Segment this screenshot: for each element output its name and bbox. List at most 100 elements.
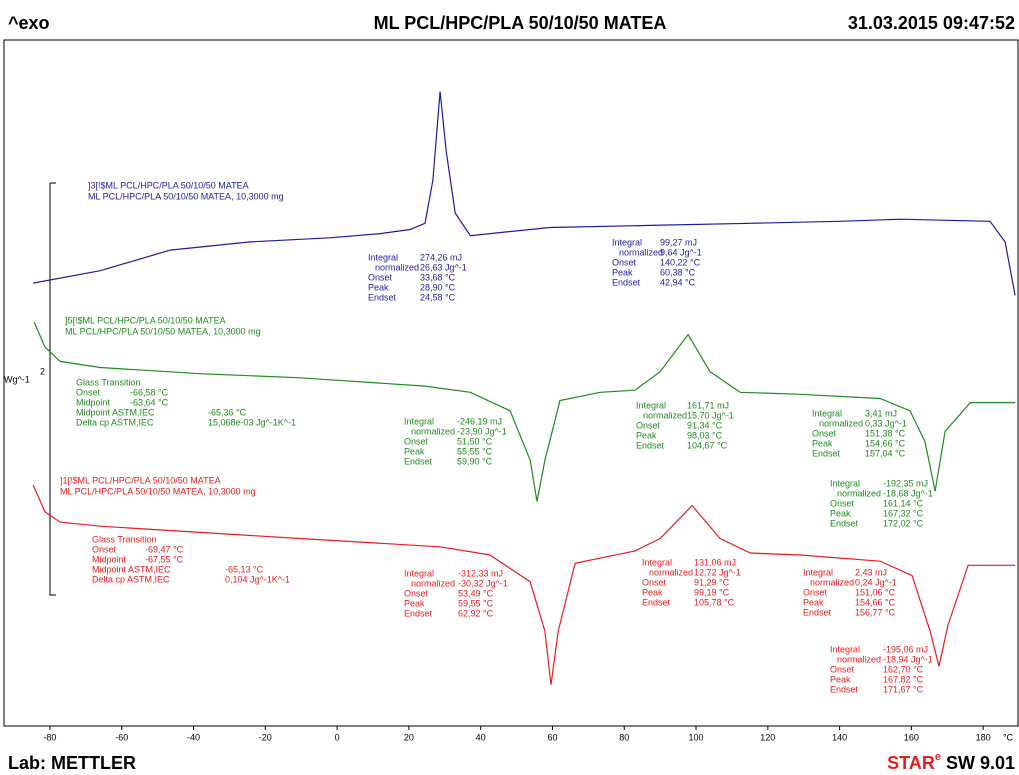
annotation-value: 154,66 °C — [865, 438, 906, 448]
annotation-value: 51,50 °C — [457, 436, 493, 446]
x-unit: °C — [1003, 732, 1014, 742]
annotation-value: 91,29 °C — [694, 577, 730, 587]
annotation-value: 0,24 Jg^-1 — [855, 577, 897, 587]
x-tick-label: -60 — [115, 732, 128, 742]
annotation-value: 42,94 °C — [660, 277, 696, 287]
annotation-value: -67,55 °C — [145, 554, 184, 564]
x-tick-label: -80 — [43, 732, 56, 742]
annotation-value: 151,06 °C — [855, 587, 896, 597]
annotation-label: Peak — [642, 587, 663, 597]
annotation-label: Endset — [404, 608, 433, 618]
scale-bar-label: 2 — [40, 366, 45, 376]
annotation-label: Onset — [404, 436, 429, 446]
x-tick-label: 0 — [335, 732, 340, 742]
x-tick-label: 80 — [619, 732, 629, 742]
annotation-value: -192,35 mJ — [883, 478, 928, 488]
annotation-value: 274,26 mJ — [420, 252, 462, 262]
annotation-value: -312,33 mJ — [458, 568, 503, 578]
annotation-label: Endset — [368, 292, 397, 302]
annotation-label: Integral — [642, 557, 672, 567]
annotation-label: Integral — [368, 252, 398, 262]
software-rest: SW 9.01 — [946, 753, 1015, 773]
x-tick-label: 60 — [547, 732, 557, 742]
annotation-label: Onset — [612, 257, 637, 267]
annotation-label: Onset — [803, 587, 828, 597]
lab-label: Lab: METTLER — [8, 753, 136, 773]
annotation-value: -63,64 °C — [130, 397, 169, 407]
annotation-value: 2,43 mJ — [855, 567, 887, 577]
annotation-value: 157,04 °C — [865, 448, 906, 458]
annotation-label: Integral — [830, 644, 860, 654]
annotation-label: Endset — [642, 597, 671, 607]
curve-name: ]3[!$ML PCL/HPC/PLA 50/10/50 MATEA — [88, 180, 249, 190]
annotation-label: Peak — [612, 267, 633, 277]
annotation-value: 0,104 Jg^-1K^-1 — [225, 574, 290, 584]
annotation-label: Onset — [812, 428, 837, 438]
annotation-label: Endset — [830, 684, 859, 694]
annotation-value: 24,58 °C — [420, 292, 456, 302]
annotation-label: Delta cp ASTM,IEC — [92, 574, 170, 584]
annotation-value: 55,55 °C — [457, 446, 493, 456]
annotation-value: 59,90 °C — [457, 456, 493, 466]
x-tick-label: -40 — [187, 732, 200, 742]
annotation-value: 0,33 Jg^-1 — [865, 418, 907, 428]
scale-bar — [49, 182, 56, 596]
x-tick-label: 20 — [404, 732, 414, 742]
annotation-label: Midpoint — [76, 397, 111, 407]
curve-name: ]1[!$ML PCL/HPC/PLA 50/10/50 MATEA — [60, 475, 221, 485]
annotation-value: 162,70 °C — [883, 664, 924, 674]
annotation-label: normalized — [643, 410, 687, 420]
software-sup: e — [935, 751, 941, 763]
annotation-label: normalized — [375, 262, 419, 272]
annotation-label: Midpoint ASTM,IEC — [92, 564, 171, 574]
annotation-value: 140,22 °C — [660, 257, 701, 267]
annotation-value: 28,90 °C — [420, 282, 456, 292]
annotation-label: Onset — [636, 420, 661, 430]
annotation-value: 161,14 °C — [883, 498, 924, 508]
annotation-label: Peak — [368, 282, 389, 292]
annotation-value: 15,068e-03 Jg^-1K^-1 — [208, 417, 296, 427]
x-tick-label: 120 — [760, 732, 775, 742]
chart-title: ML PCL/HPC/PLA 50/10/50 MATEA — [374, 13, 667, 33]
annotation-label: Onset — [830, 498, 855, 508]
annotation-value: 26,63 Jg^-1 — [420, 262, 467, 272]
annotation-label: Endset — [830, 518, 859, 528]
annotation-label: Endset — [812, 448, 841, 458]
annotation-value: -18,94 Jg^-1 — [883, 654, 933, 664]
annotation-label: Onset — [92, 544, 117, 554]
annotation-value: 156,77 °C — [855, 607, 896, 617]
annotation-label: Peak — [803, 597, 824, 607]
x-tick-label: 160 — [904, 732, 919, 742]
annotation-value: 167,32 °C — [883, 508, 924, 518]
annotation-label: Onset — [76, 387, 101, 397]
annotation-value: 161,71 mJ — [687, 400, 729, 410]
curve — [33, 321, 1016, 502]
annotation-value: 62,92 °C — [458, 608, 494, 618]
annotation-label: normalized — [411, 426, 455, 436]
annotation-label: Integral — [404, 568, 434, 578]
annotation-label: Integral — [404, 416, 434, 426]
annotation-value: 131,06 mJ — [694, 557, 736, 567]
annotation-value: 15,70 Jg^-1 — [687, 410, 734, 420]
annotation-label: Peak — [830, 508, 851, 518]
curve-sample: ML PCL/HPC/PLA 50/10/50 MATEA, 10,3000 m… — [65, 326, 261, 336]
annotation-value: 171,67 °C — [883, 684, 924, 694]
annotation-value: 172,02 °C — [883, 518, 924, 528]
annotation-label: Integral — [803, 567, 833, 577]
annotation-label: Onset — [830, 664, 855, 674]
annotation-label: Integral — [612, 237, 642, 247]
annotation-label: Peak — [812, 438, 833, 448]
curve — [32, 91, 1016, 296]
annotation-label: Onset — [642, 577, 667, 587]
annotation-label: normalized — [810, 577, 854, 587]
annotation-value: -23,90 Jg^-1 — [457, 426, 507, 436]
curve-name: ]5[!$ML PCL/HPC/PLA 50/10/50 MATEA — [65, 315, 226, 325]
annotation-label: normalized — [837, 488, 881, 498]
annotation-value: 167,82 °C — [883, 674, 924, 684]
annotation-label: Endset — [404, 456, 433, 466]
annotation-label: Peak — [830, 674, 851, 684]
annotation-value: 60,38 °C — [660, 267, 696, 277]
annotation-value: 9,64 Jg^-1 — [660, 247, 702, 257]
annotation-value: 3,41 mJ — [865, 408, 897, 418]
